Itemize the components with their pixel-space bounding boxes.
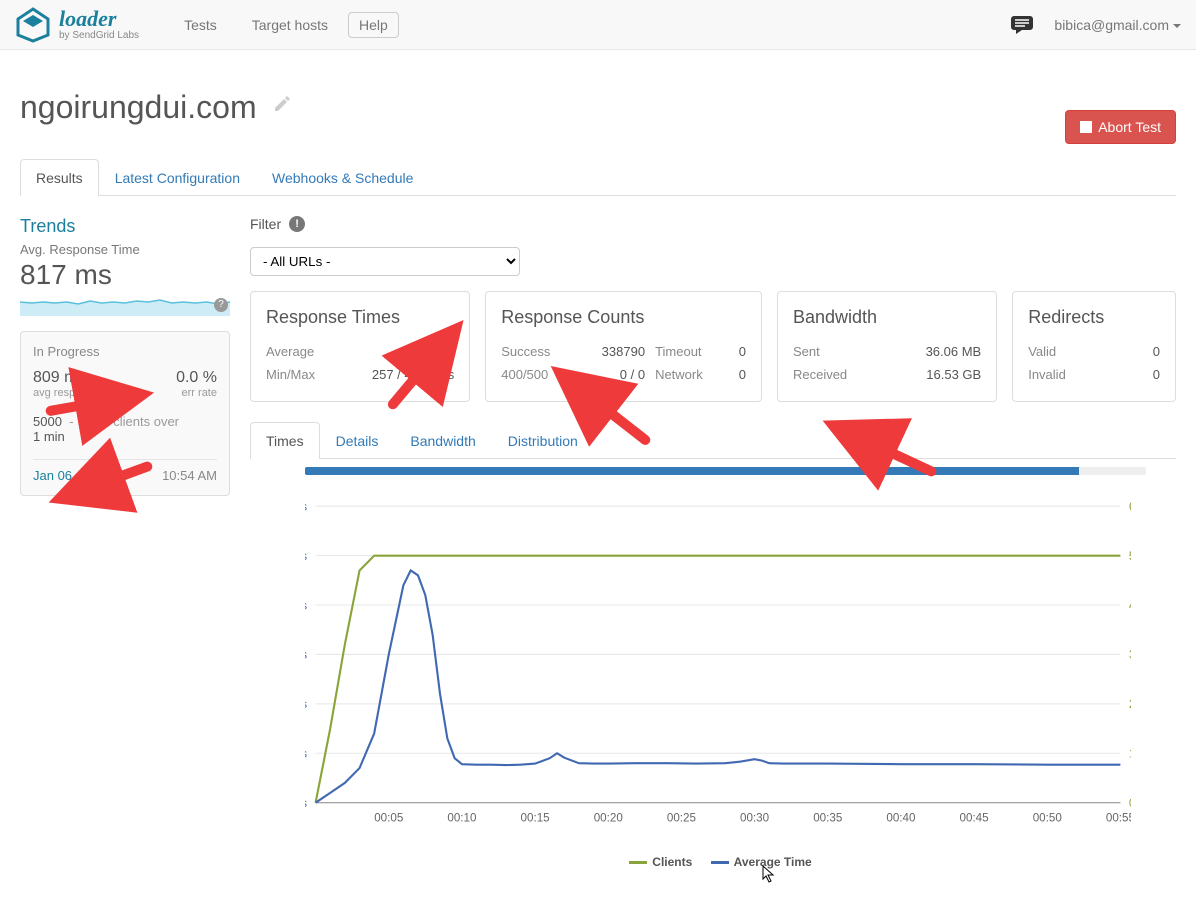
svg-text:00:05: 00:05	[374, 812, 403, 825]
svg-text:2000 ms: 2000 ms	[305, 698, 307, 711]
svg-text:2000: 2000	[1129, 698, 1131, 711]
chart-legend: Clients Average Time	[250, 855, 1176, 869]
svg-text:00:55: 00:55	[1106, 812, 1131, 825]
filter-label: Filter	[250, 216, 281, 232]
loader-logo-icon	[15, 7, 51, 43]
avg-response-label: Avg. Response Time	[20, 242, 230, 257]
abort-label: Abort Test	[1098, 119, 1161, 135]
svg-text:4000: 4000	[1129, 599, 1131, 612]
subtab-bandwidth[interactable]: Bandwidth	[394, 422, 491, 459]
main-tabs: Results Latest Configuration Webhooks & …	[20, 159, 1176, 196]
svg-text:00:25: 00:25	[667, 812, 696, 825]
trends-title[interactable]: Trends	[20, 216, 230, 237]
svg-text:00:40: 00:40	[886, 812, 916, 825]
page-title: ngoirungdui.com	[20, 89, 257, 126]
svg-text:00:15: 00:15	[521, 812, 550, 825]
svg-text:5000: 5000	[1129, 550, 1131, 563]
card-response-counts: Response Counts Success338790 Timeout0 4…	[485, 291, 762, 402]
brand-logo[interactable]: loader by SendGrid Labs	[15, 7, 139, 43]
svg-text:6000: 6000	[1129, 500, 1131, 513]
help-icon[interactable]: ?	[214, 298, 228, 312]
svg-text:4000 ms: 4000 ms	[305, 599, 307, 612]
nav-tests[interactable]: Tests	[169, 7, 232, 43]
in-progress-header: In Progress	[33, 344, 217, 359]
cursor-icon	[762, 865, 776, 883]
nav-links: Tests Target hosts Help	[169, 7, 399, 43]
svg-text:6000 ms: 6000 ms	[305, 500, 307, 513]
abort-test-button[interactable]: Abort Test	[1065, 110, 1176, 144]
url-filter-select[interactable]: - All URLs -	[250, 247, 520, 276]
svg-text:00:20: 00:20	[594, 812, 624, 825]
svg-text:3000 ms: 3000 ms	[305, 649, 307, 662]
page-title-row: ngoirungdui.com	[20, 89, 292, 126]
page-container: ngoirungdui.com Abort Test Results Lates…	[0, 50, 1196, 889]
svg-text:00:35: 00:35	[813, 812, 842, 825]
subtab-details[interactable]: Details	[320, 422, 395, 459]
card-bandwidth: Bandwidth Sent36.06 MB Received16.53 GB	[777, 291, 997, 402]
subtab-times[interactable]: Times	[250, 422, 320, 459]
svg-text:0: 0	[1129, 797, 1131, 810]
svg-text:1000: 1000	[1129, 748, 1131, 761]
svg-text:0 ms: 0 ms	[305, 797, 307, 810]
tab-webhooks[interactable]: Webhooks & Schedule	[256, 159, 429, 196]
trends-sparkline: ?	[20, 296, 230, 316]
stop-icon	[1080, 121, 1092, 133]
test-progress-bar	[305, 467, 1146, 475]
svg-text:5000 ms: 5000 ms	[305, 550, 307, 563]
svg-text:00:50: 00:50	[1033, 812, 1063, 825]
tab-results[interactable]: Results	[20, 159, 99, 196]
svg-text:1000 ms: 1000 ms	[305, 748, 307, 761]
in-progress-card[interactable]: In Progress 809 ms avg resp 0.0 % err ra…	[20, 331, 230, 496]
tab-latest-config[interactable]: Latest Configuration	[99, 159, 256, 196]
avg-response-value: 817 ms	[20, 259, 230, 291]
nav-target-hosts[interactable]: Target hosts	[237, 7, 343, 43]
svg-text:00:30: 00:30	[740, 812, 770, 825]
trends-sidebar: Trends Avg. Response Time 817 ms ? In Pr…	[20, 216, 230, 869]
test-date: Jan 06	[33, 468, 72, 483]
clients-line: 5000 - 5000 clients over 1 min	[33, 414, 217, 444]
avg-resp-metric: 809 ms avg resp	[33, 369, 85, 399]
topbar: loader by SendGrid Labs Tests Target hos…	[0, 0, 1196, 50]
user-menu[interactable]: bibica@gmail.com	[1054, 17, 1181, 33]
info-icon[interactable]: !	[289, 216, 305, 232]
nav-help[interactable]: Help	[348, 12, 399, 38]
card-redirects: Redirects Valid0 Invalid0	[1012, 291, 1176, 402]
edit-title-icon[interactable]	[272, 94, 292, 120]
brand-name: loader	[59, 8, 139, 30]
chat-icon[interactable]	[1010, 15, 1034, 35]
test-time: 10:54 AM	[162, 468, 217, 483]
results-content: Filter ! - All URLs - Response Times Ave…	[250, 216, 1176, 869]
subtab-distribution[interactable]: Distribution	[492, 422, 594, 459]
chart-tabs: Times Details Bandwidth Distribution	[250, 422, 1176, 459]
svg-text:00:10: 00:10	[447, 812, 477, 825]
card-response-times: Response Times Average809 ms Min/Max257 …	[250, 291, 470, 402]
svg-text:00:45: 00:45	[960, 812, 989, 825]
err-rate-metric: 0.0 % err rate	[176, 369, 217, 399]
response-time-chart: 0 ms 1000 ms 2000 ms 3000 ms 4000 ms 5000 ms 6…	[305, 485, 1131, 845]
stat-cards: Response Times Average809 ms Min/Max257 …	[250, 291, 1176, 402]
svg-text:3000: 3000	[1129, 649, 1131, 662]
brand-subtitle: by SendGrid Labs	[59, 30, 139, 41]
